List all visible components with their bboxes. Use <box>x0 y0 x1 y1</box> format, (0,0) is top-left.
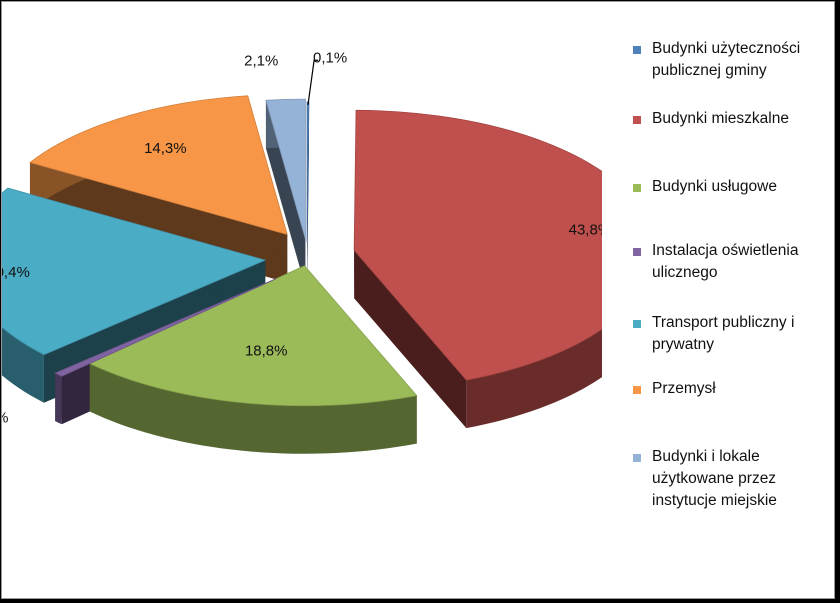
pie-slice-budynki-i-lokale-uzytkowane-przez-instytucje-miejskie <box>265 98 306 240</box>
pie-slice-instalacja-oswietlenia-ulicznego <box>54 278 277 377</box>
legend-label: Przemysł <box>652 380 716 397</box>
pie-slice-budynki-uzytecznosci-publicznej-gminy <box>306 101 310 243</box>
legend-swatch <box>633 184 641 192</box>
legend-swatch <box>633 386 641 394</box>
data-label-przemysl: 14,3% <box>144 140 187 157</box>
legend-label: Instalacja oświetlenia ulicznego <box>652 242 799 281</box>
legend-label: Budynki i lokale użytkowane przez instyt… <box>652 448 777 509</box>
legend-swatch <box>633 248 641 256</box>
legend-swatch <box>633 454 641 462</box>
pie-slice-budynki-mieszkalne <box>353 109 602 381</box>
data-label-budynki-i-lokale-uzytkowane-przez-instytucje-miejskie: 2,1% <box>244 53 278 70</box>
legend-label: Transport publiczny i prywatny <box>652 314 795 353</box>
pie-slice-budynki-uslugowe <box>88 265 418 407</box>
legend-swatch <box>633 116 641 124</box>
pie-chart: 0,1% 43,8% 18,8% 0,5% 20,4% 14,3% 2,1% <box>2 49 602 454</box>
pie-slice-transport-publiczny-i-prywatny <box>2 187 267 356</box>
pie-slice-przemysl <box>29 95 288 236</box>
legend-label: Budynki usługowe <box>652 178 777 195</box>
data-label-transport-publiczny-i-prywatny: 20,4% <box>2 264 30 281</box>
legend-swatch <box>633 320 641 328</box>
legend-swatch <box>633 46 641 54</box>
legend-label: Budynki mieszkalne <box>652 110 789 127</box>
data-label-budynki-uslugowe: 18,8% <box>245 343 288 360</box>
legend-label: Budynki użyteczności publicznej gminy <box>652 40 801 79</box>
data-label-budynki-mieszkalne: 43,8% <box>569 221 602 238</box>
leader-line <box>307 59 319 105</box>
data-label-budynki-uzytecznosci-publicznej-gminy: 0,1% <box>313 49 347 66</box>
data-label-instalacja-oswietlenia-ulicznego: 0,5% <box>2 410 8 427</box>
